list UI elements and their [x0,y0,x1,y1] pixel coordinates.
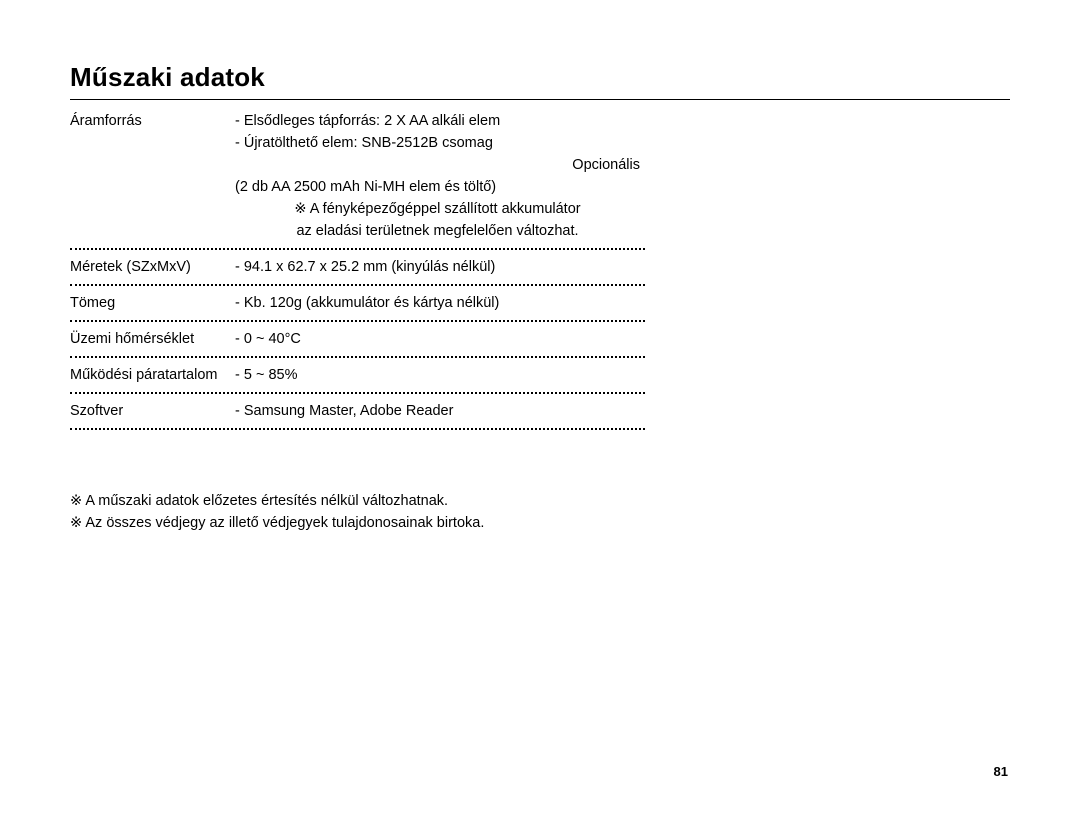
note-line: ※ Az összes védjegy az illető védjegyek … [70,512,770,534]
row-value: - 94.1 x 62.7 x 25.2 mm (kinyúlás nélkül… [235,256,640,278]
table-row: Tömeg- Kb. 120g (akkumulátor és kártya n… [70,292,645,322]
title-rule [70,99,1010,100]
table-row: Áramforrás- Elsődleges tápforrás: 2 X AA… [70,110,645,250]
table-row: Szoftver- Samsung Master, Adobe Reader [70,400,645,430]
row-value-line: az eladási területnek megfelelően változ… [235,220,640,242]
table-row: Üzemi hőmérséklet- 0 ~ 40°C [70,328,645,358]
document-page: Műszaki adatok Áramforrás- Elsődleges tá… [0,0,1080,815]
notes-block: ※ A műszaki adatok előzetes értesítés né… [70,490,770,534]
row-value: - Elsődleges tápforrás: 2 X AA alkáli el… [235,110,640,242]
note-line: ※ A műszaki adatok előzetes értesítés né… [70,490,770,512]
row-value-line: - 5 ~ 85% [235,364,640,386]
row-value: - 0 ~ 40°C [235,328,640,350]
page-number: 81 [994,764,1008,779]
row-value-line: - Samsung Master, Adobe Reader [235,400,640,422]
row-value: - Samsung Master, Adobe Reader [235,400,640,422]
row-value-line: - Elsődleges tápforrás: 2 X AA alkáli el… [235,110,640,132]
row-value-line: ※ A fényképezőgéppel szállított akkumulá… [235,198,640,220]
row-value-line: - Újratölthető elem: SNB-2512B csomag [235,132,640,154]
row-label: Szoftver [70,400,235,422]
row-label: Méretek (SZxMxV) [70,256,235,278]
row-label: Üzemi hőmérséklet [70,328,235,350]
table-row: Méretek (SZxMxV)- 94.1 x 62.7 x 25.2 mm … [70,256,645,286]
row-label: Tömeg [70,292,235,314]
row-value: - Kb. 120g (akkumulátor és kártya nélkül… [235,292,640,314]
row-value-line: - Kb. 120g (akkumulátor és kártya nélkül… [235,292,640,314]
page-title: Műszaki adatok [70,62,265,93]
table-row: Működési páratartalom- 5 ~ 85% [70,364,645,394]
row-value-line: - 94.1 x 62.7 x 25.2 mm (kinyúlás nélkül… [235,256,640,278]
row-value-line: (2 db AA 2500 mAh Ni-MH elem és töltő) [235,176,640,198]
spec-table: Áramforrás- Elsődleges tápforrás: 2 X AA… [70,110,645,436]
row-value: - 5 ~ 85% [235,364,640,386]
row-value-line: - 0 ~ 40°C [235,328,640,350]
row-value-line: Opcionális [235,154,640,176]
row-label: Működési páratartalom [70,364,235,386]
row-label: Áramforrás [70,110,235,132]
